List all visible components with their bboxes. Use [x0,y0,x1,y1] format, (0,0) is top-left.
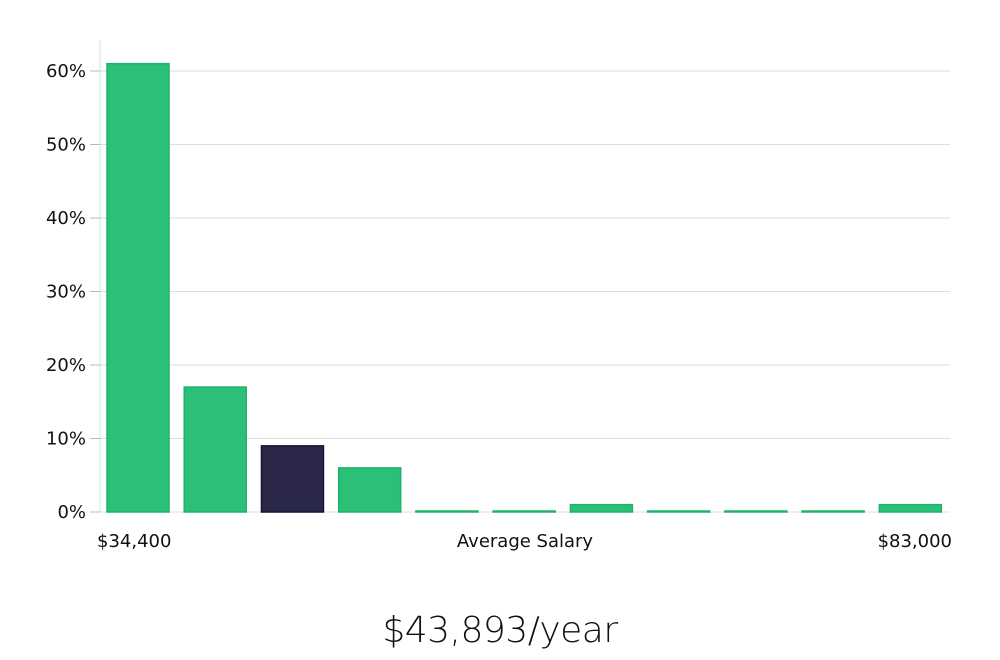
bar [646,510,711,513]
y-tick-label: 60% [46,61,86,82]
y-tick-label: 30% [46,282,86,303]
average-salary-value: $43,893/year [382,610,618,651]
bar [415,510,479,513]
bar [801,510,865,513]
x-axis-title: Average Salary [457,531,594,552]
y-tick-label: 10% [46,429,86,450]
bar-highlighted [260,445,325,513]
bar [569,503,634,513]
bar [183,386,247,513]
bar [106,62,170,513]
x-min-label: $34,400 [97,531,171,552]
y-tick-label: 0% [57,502,86,523]
y-tick-label: 40% [46,208,86,229]
y-tick-label: 50% [46,135,86,156]
bar [724,510,788,513]
bar [492,510,556,513]
bar [337,467,402,513]
bar [878,503,943,513]
salary-histogram: 0% 10% 20% 30% 40% 50% 60% $34,400 Average Sal… [46,40,952,552]
y-tick-label: 20% [46,355,86,376]
x-max-label: $83,000 [878,531,952,552]
